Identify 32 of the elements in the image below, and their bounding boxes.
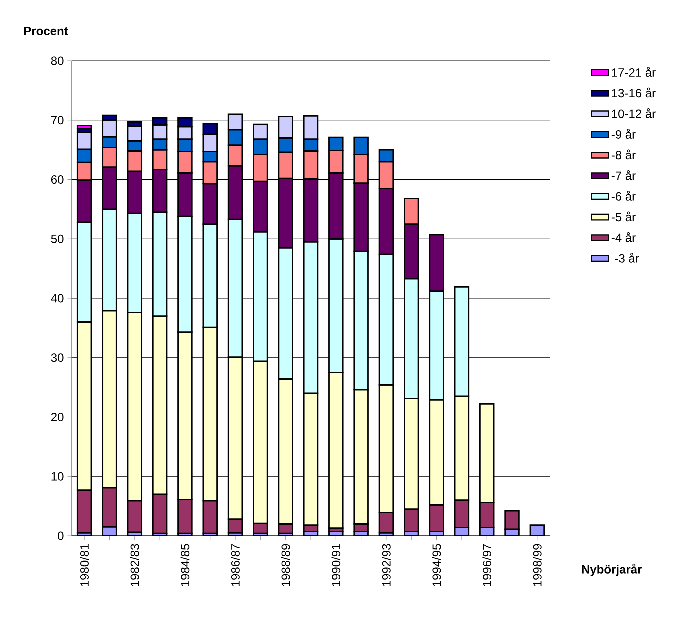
x-tick-label: 1988/89 <box>281 544 290 586</box>
y-axis-title: Procent <box>24 27 68 36</box>
y-tick-label: 10 <box>52 472 64 481</box>
legend-label: -3 år <box>615 253 640 263</box>
x-tick-label: 1992/93 <box>382 544 391 586</box>
legend-label: -9 år <box>612 129 636 139</box>
y-tick-label: 60 <box>51 176 64 184</box>
x-tick-label: 1990/91 <box>332 544 341 586</box>
y-tick-label: 30 <box>51 354 64 362</box>
x-tick-label: 1996/97 <box>482 544 492 586</box>
bar <box>76 125 92 130</box>
y-tick-label: 70 <box>51 116 64 125</box>
legend-label: 10-12 år <box>612 108 656 118</box>
legend-label: -4 år <box>612 232 636 242</box>
y-tick-label: 20 <box>51 413 64 422</box>
legend-label: -8 år <box>612 150 636 160</box>
legend-label: 17-21 år <box>612 67 656 77</box>
x-tick-label: 1998/99 <box>533 544 542 586</box>
legend-label: -7 år <box>612 170 636 180</box>
legend-label: -6 år <box>612 191 636 201</box>
x-tick-label: 1984/85 <box>180 544 190 586</box>
legend-label: -5 år <box>612 212 636 222</box>
x-tick-label: 1982/83 <box>130 544 140 586</box>
x-tick-label: 1994/95 <box>432 544 442 586</box>
x-tick-label: 1980/81 <box>80 544 89 586</box>
y-tick-label: 0 <box>58 532 64 540</box>
x-axis-title: Nybörjarår <box>582 564 642 576</box>
legend-label: 13-16 år <box>612 88 656 98</box>
y-tick-label: 40 <box>51 294 64 303</box>
x-tick-label: 1986/87 <box>231 544 240 586</box>
y-tick-label: 80 <box>51 56 64 66</box>
y-tick-label: 50 <box>51 234 64 244</box>
